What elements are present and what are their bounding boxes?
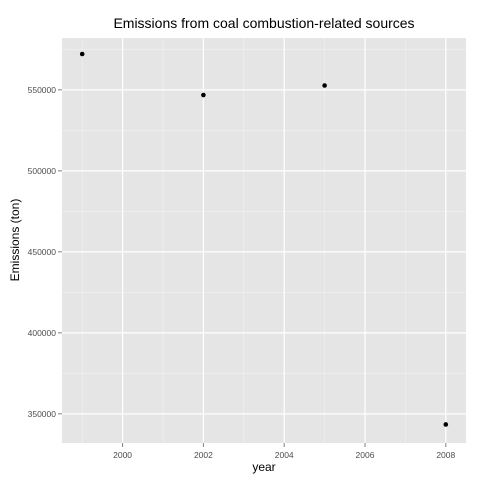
x-tick-label: 2000 xyxy=(113,450,132,460)
x-tick-label: 2004 xyxy=(275,450,294,460)
x-tick-label: 2006 xyxy=(356,450,375,460)
data-point xyxy=(80,52,85,57)
y-tick-label: 550000 xyxy=(28,85,57,95)
y-axis-ticks: 350000 400000 450000 500000 550000 xyxy=(28,85,62,419)
chart-title: Emissions from coal combustion-related s… xyxy=(113,15,414,31)
x-axis-ticks: 2000 2002 2004 2006 2008 xyxy=(113,443,455,460)
x-tick-label: 2002 xyxy=(194,450,213,460)
data-point xyxy=(444,422,449,427)
data-point xyxy=(322,83,327,88)
y-axis-title: Emissions (ton) xyxy=(8,199,22,282)
y-tick-label: 450000 xyxy=(28,247,57,257)
x-tick-label: 2008 xyxy=(436,450,455,460)
y-tick-label: 400000 xyxy=(28,328,57,338)
y-tick-label: 500000 xyxy=(28,166,57,176)
x-axis-title: year xyxy=(252,460,275,474)
data-point xyxy=(201,93,206,98)
y-tick-label: 350000 xyxy=(28,409,57,419)
